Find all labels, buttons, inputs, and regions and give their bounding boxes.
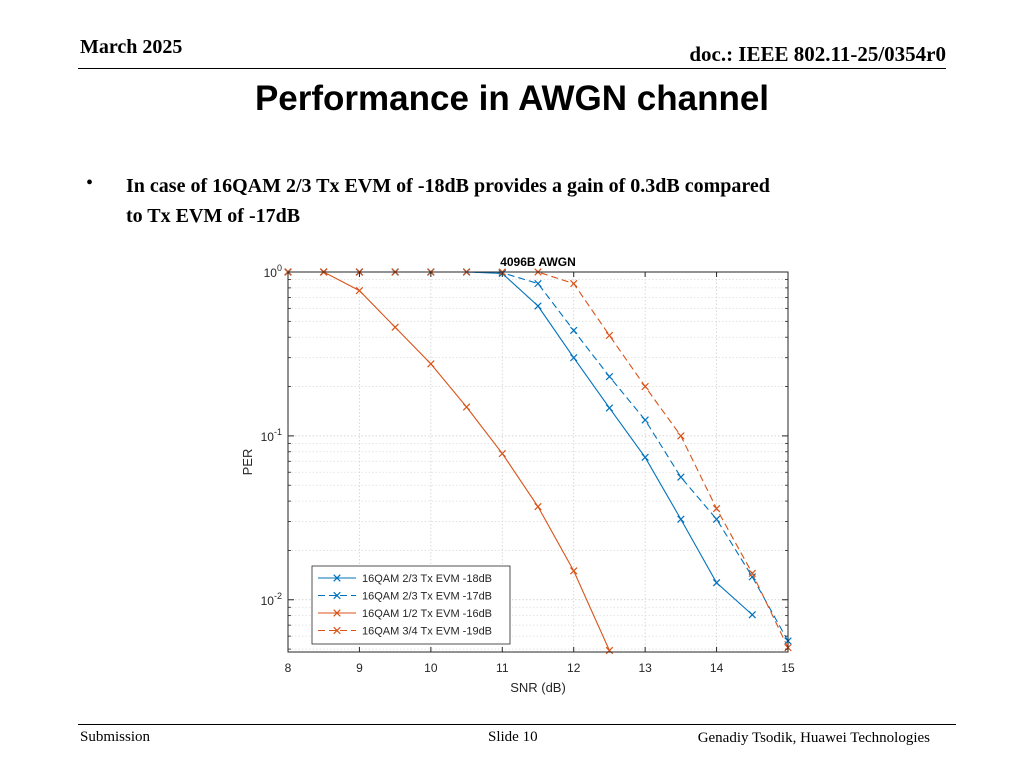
y-axis-label: PER: [240, 449, 255, 476]
marker-stroke: [462, 403, 471, 411]
legend-marker: [333, 591, 341, 600]
x-tick-label: 13: [638, 661, 652, 675]
data-point: [534, 302, 542, 310]
marker-stroke: [748, 573, 757, 581]
data-point: [462, 403, 471, 411]
data-point: [569, 279, 578, 288]
marker-stroke: [677, 473, 685, 481]
data-point: [748, 611, 757, 619]
legend-marker: [333, 626, 341, 635]
legend-label: 16QAM 1/2 Tx EVM -16dB: [362, 608, 492, 620]
marker-stroke: [569, 326, 578, 335]
data-point: [605, 646, 614, 655]
x-tick-label: 10: [424, 661, 438, 675]
marker-stroke: [498, 449, 507, 458]
chart-legend: 16QAM 2/3 Tx EVM -18dB 16QAM 2/3 Tx EVM -…: [311, 565, 511, 645]
marker-stroke: [712, 515, 721, 523]
x-tick-label: 11: [496, 661, 509, 675]
marker-stroke: [641, 416, 649, 424]
x-tick-label: 15: [781, 661, 795, 675]
footer-submission: Submission: [80, 729, 151, 745]
data-point: [569, 353, 578, 362]
marker-stroke: [605, 372, 614, 381]
data-point: [569, 326, 578, 335]
data-point: [641, 382, 649, 391]
data-point: [712, 579, 721, 587]
data-point: [641, 416, 649, 424]
header-doc-id: doc.: IEEE 802.11-25/0354r0: [689, 42, 946, 66]
data-point: [605, 331, 614, 340]
legend-label: 16QAM 2/3 Tx EVM -17dB: [362, 591, 492, 603]
data-point: [605, 372, 614, 381]
per-chart: 8 9 10 11 12 13 14 15 100 10-1 10-2 4096B AWGN SNR (…: [240, 255, 795, 695]
marker-stroke: [355, 286, 364, 295]
data-point: [534, 279, 542, 288]
data-point: [641, 453, 649, 462]
marker-stroke: [712, 579, 721, 587]
x-tick-label: 12: [567, 661, 581, 675]
x-axis-label: SNR (dB): [510, 680, 566, 695]
data-point: [355, 286, 364, 295]
data-point: [748, 573, 757, 581]
marker-stroke: [534, 502, 542, 511]
marker-stroke: [748, 569, 757, 578]
marker-stroke: [748, 611, 757, 619]
x-tick-label: 9: [356, 661, 363, 675]
series-line-3: [288, 271, 610, 651]
plot-frame: [287, 271, 789, 653]
marker-stroke: [534, 279, 542, 288]
data-point: [498, 449, 507, 458]
data-point: [712, 504, 721, 513]
header-rule: [78, 68, 946, 69]
slide-title: Performance in AWGN channel: [254, 79, 770, 118]
header-date: March 2025: [80, 36, 183, 58]
marker-stroke: [427, 360, 435, 368]
bullet-line-1: In case of 16QAM 2/3 Tx EVM of -18dB pro…: [126, 175, 770, 197]
footer-rule: [78, 724, 956, 725]
bullet-line-2: to Tx EVM of -17dB: [126, 205, 301, 227]
data-point: [605, 404, 614, 412]
data-point: [427, 360, 435, 368]
data-point: [677, 515, 685, 523]
x-tick-label: 8: [285, 661, 292, 675]
x-tick-label: 14: [710, 661, 724, 675]
marker-stroke: [569, 353, 578, 362]
data-point: [391, 323, 399, 331]
bullet-symbol: •: [86, 172, 94, 194]
y-tick-label: 10-1: [261, 427, 282, 444]
data-point: [534, 502, 542, 511]
marker-stroke: [534, 302, 542, 310]
marker-stroke: [605, 404, 614, 412]
bullet-text: In case of 16QAM 2/3 Tx EVM of -18dB pro…: [126, 171, 966, 231]
marker-stroke: [569, 567, 578, 575]
legend-label: 16QAM 2/3 Tx EVM -18dB: [362, 573, 492, 585]
marker-stroke: [641, 453, 649, 462]
data-point: [677, 473, 685, 481]
data-point: [569, 567, 578, 575]
y-tick-label: 100: [264, 263, 282, 280]
legend-marker: [333, 574, 341, 582]
legend-marker: [333, 609, 341, 617]
data-point: [712, 515, 721, 523]
marker-stroke: [605, 331, 614, 340]
marker-stroke: [677, 432, 685, 440]
data-point: [748, 569, 757, 578]
chart-title: 4096B AWGN: [500, 255, 576, 269]
marker-stroke: [677, 515, 685, 523]
y-tick-label: 10-2: [261, 591, 282, 608]
marker-stroke: [712, 504, 721, 513]
marker-stroke: [641, 382, 649, 391]
marker-stroke: [391, 323, 399, 331]
legend-label: 16QAM 3/4 Tx EVM -19dB: [362, 626, 492, 638]
marker-stroke: [605, 646, 614, 655]
marker-stroke: [569, 279, 578, 288]
footer-slide-number: Slide 10: [488, 729, 538, 745]
data-point: [677, 432, 685, 440]
footer-author: Genadiy Tsodik, Huawei Technologies: [697, 730, 930, 746]
